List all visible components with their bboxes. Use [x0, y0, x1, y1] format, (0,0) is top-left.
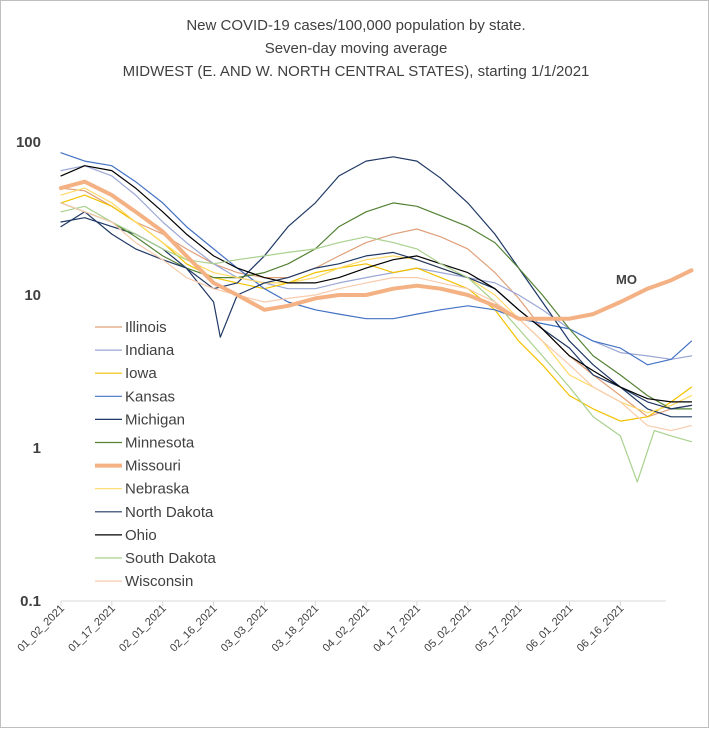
legend-label: Indiana: [125, 342, 175, 359]
x-tick-label: 03_03_2021: [219, 603, 271, 655]
series-line-missouri: [59, 179, 694, 321]
legend-label: Kansas: [125, 388, 175, 405]
series-line-iowa: [60, 194, 693, 422]
series-line-ohio: [60, 165, 693, 403]
x-tick-label: 02_16_2021: [168, 603, 220, 655]
legend-label: Minnesota: [125, 435, 195, 452]
y-axis-ticks: 100 10 1 0.1: [16, 134, 41, 610]
x-tick-label: 05_17_2021: [473, 603, 525, 655]
x-tick-label: 02_01_2021: [117, 603, 169, 655]
x-tick-label: 01_02_2021: [15, 603, 67, 655]
y-tick-label: 1: [33, 440, 41, 457]
y-tick-label: 0.1: [20, 593, 41, 610]
series-line-minnesota: [60, 202, 693, 410]
legend-label: North Dakota: [125, 504, 214, 521]
x-tick-label: 03_18_2021: [270, 603, 322, 655]
series-line-wisconsin: [60, 202, 693, 432]
legend-label: South Dakota: [125, 550, 217, 567]
x-tick-label: 06_01_2021: [524, 603, 576, 655]
legend-label: Wisconsin: [125, 573, 193, 590]
legend-label: Illinois: [125, 319, 167, 336]
series-line-michigan: [60, 156, 693, 418]
x-tick-label: 05_02_2021: [422, 603, 474, 655]
plot-series: [59, 152, 694, 483]
title-line-1: New COVID-19 cases/100,000 population by…: [186, 17, 525, 34]
legend-label: Nebraska: [125, 481, 190, 498]
x-tick-label: 04_02_2021: [320, 603, 372, 655]
title-line-2: Seven-day moving average: [265, 40, 448, 57]
legend-label: Iowa: [125, 365, 157, 382]
x-axis-ticks: 01_02_2021 01_17_2021 02_01_2021 02_16_2021…: [15, 600, 666, 655]
missouri-annotation: MO: [616, 272, 637, 287]
title-line-3: MIDWEST (E. AND W. NORTH CENTRAL STATES)…: [123, 63, 590, 80]
x-tick-label: 01_17_2021: [66, 603, 118, 655]
y-tick-label: 10: [24, 287, 41, 304]
x-tick-label: 04_17_2021: [371, 603, 423, 655]
series-line-south-dakota: [60, 205, 693, 483]
legend-label: Michigan: [125, 411, 185, 428]
legend-label: Ohio: [125, 527, 157, 544]
series-line-illinois: [60, 187, 693, 418]
legend-label: Missouri: [125, 458, 181, 475]
series-line-nebraska: [60, 187, 693, 414]
series-line-kansas: [60, 152, 693, 366]
chart-title: New COVID-19 cases/100,000 population by…: [123, 17, 590, 80]
x-tick-label: 06_16_2021: [575, 603, 627, 655]
legend: Illinois Indiana Iowa Kansas Michigan Minneso…: [95, 319, 217, 590]
y-tick-label: 100: [16, 134, 41, 151]
